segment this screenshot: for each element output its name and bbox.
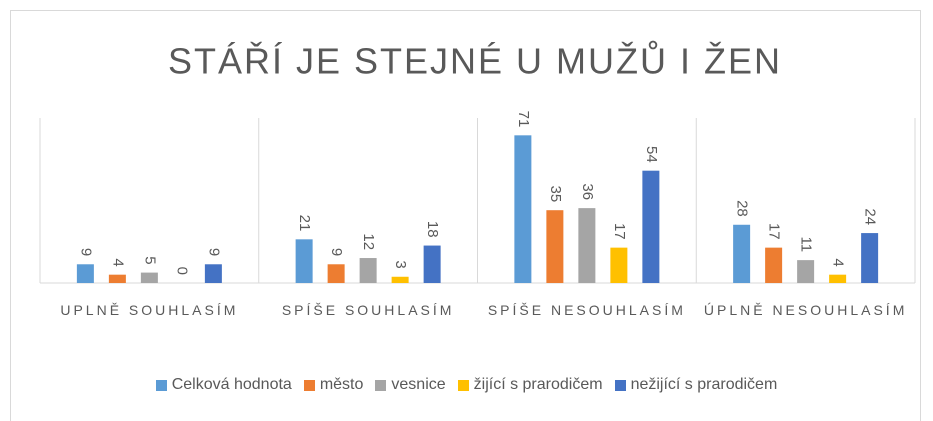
data-label: 17 [766,223,783,240]
legend-item: město [303,376,364,394]
legend-label: vesnice [391,376,446,393]
bar [295,239,313,283]
data-label: 35 [547,186,564,203]
data-label: 71 [515,111,532,128]
bar [578,208,596,283]
legend-label: nežijící s prarodičem [630,376,778,393]
data-label: 36 [579,183,596,200]
legend-swatch [614,379,626,391]
legend-item: vesnice [375,376,446,394]
bar [829,274,847,283]
data-label: 9 [205,248,222,256]
data-label: 9 [77,248,94,256]
legend-item: nežijící s prarodičem [614,376,778,394]
bar [204,264,222,283]
bar [765,247,783,283]
x-tick-label: UPLNĚ SOUHLASÍM [60,302,239,318]
x-tick-label: SPÍŠE SOUHLASÍM [281,302,455,318]
bar [610,247,628,283]
bar [733,224,751,283]
legend-item: žijící s prarodičem [457,376,603,394]
data-label: 3 [392,260,409,268]
chart-border [10,10,921,421]
legend-label: Celková hodnota [171,376,292,393]
data-label: 28 [734,200,751,217]
data-label: 11 [798,237,815,253]
chart-title: STÁŘÍ JE STEJNÉ U MUŽŮ I ŽEN [168,40,782,82]
bar [108,274,126,283]
bar [391,276,409,283]
bar [359,258,377,283]
legend-swatch [155,379,167,391]
legend-item: Celková hodnota [155,376,292,394]
legend-label: město [319,376,364,393]
bar [423,245,441,283]
data-label: 17 [611,223,628,240]
bar [327,264,345,283]
data-label: 4 [109,258,126,266]
data-label: 4 [830,258,847,266]
bar [546,210,564,283]
bar [514,135,532,283]
x-tick-label: SPÍŠE NESOUHLASÍM [487,302,686,318]
bar [861,233,879,283]
legend: Celková hodnota město vesnice žijící s prar… [0,376,933,394]
bar [642,170,660,283]
bar [797,260,815,283]
legend-label: žijící s prarodičem [473,376,603,393]
data-label: 5 [141,256,158,264]
bar [140,272,158,283]
bar [76,264,94,283]
x-tick-label: ÚPLNĚ NESOUHLASÍM [703,302,908,318]
legend-swatch [375,379,387,391]
data-label: 0 [173,267,190,275]
data-label: 9 [328,248,345,256]
data-label: 54 [643,146,660,163]
data-label: 24 [862,208,879,225]
data-label: 12 [360,233,377,250]
legend-swatch [303,379,315,391]
data-label: 21 [296,215,313,232]
data-label: 18 [424,221,441,238]
legend-swatch [457,379,469,391]
